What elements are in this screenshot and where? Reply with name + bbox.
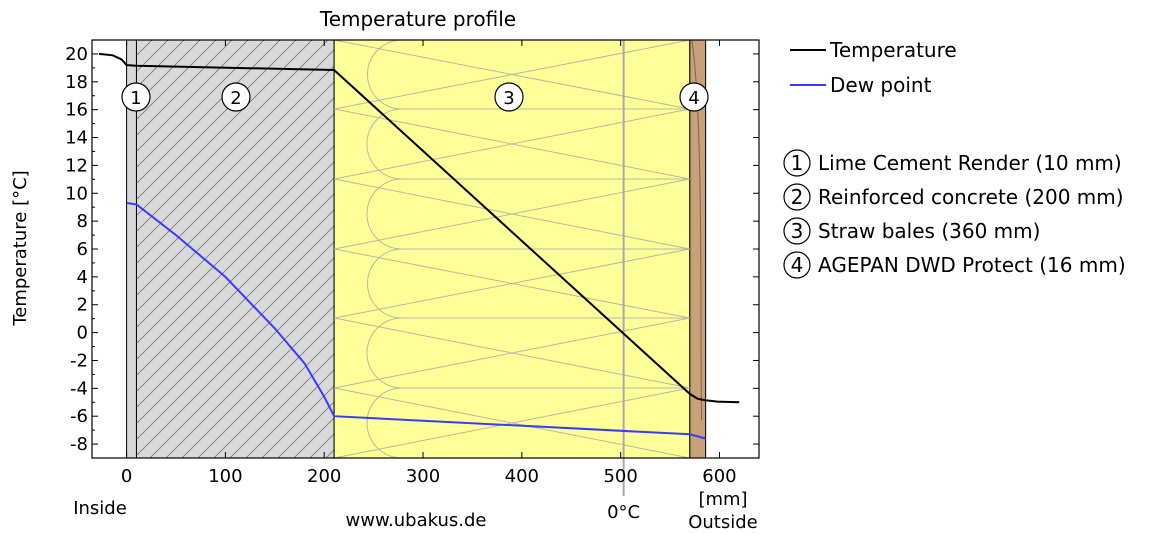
legend-label-dew-point: Dew point <box>830 73 932 97</box>
straw-line <box>333 387 690 458</box>
legend-layer-1-marker <box>783 149 811 177</box>
layer-1-band <box>126 40 137 458</box>
straw-line <box>333 108 690 180</box>
y-tick-label: 8 <box>77 211 88 232</box>
x-unit-label: [mm] <box>698 489 747 510</box>
y-tick-label: 18 <box>65 72 88 93</box>
straw-loop <box>367 248 690 319</box>
layer-3-marker <box>494 82 524 112</box>
legend-label-temperature: Temperature <box>829 38 957 62</box>
y-tick-label: 12 <box>65 155 88 176</box>
y-tick-label: 10 <box>65 183 88 204</box>
layer-4-marker <box>679 82 709 112</box>
y-tick-label: -2 <box>70 350 88 371</box>
y-tick-label: 16 <box>65 100 88 121</box>
legend-layer-4-name: AGEPAN DWD Protect (16 mm) <box>818 253 1126 277</box>
layer-2-marker <box>221 82 251 112</box>
legend-layer-3-marker <box>783 217 811 245</box>
layer-3-marker-label: 3 <box>503 88 514 109</box>
y-tick-label: -6 <box>70 406 88 427</box>
x-tick-label: 300 <box>406 466 440 487</box>
y-tick-label: 20 <box>65 44 88 65</box>
y-tick-label: 14 <box>65 128 88 149</box>
legend-layer-2-number: 2 <box>791 185 804 209</box>
x-tick-label: 0 <box>121 466 132 487</box>
layer-4-band <box>689 40 706 458</box>
legend-layer-4-number: 4 <box>791 253 804 277</box>
straw-line <box>333 317 690 389</box>
straw-line <box>334 248 690 319</box>
straw-line <box>334 40 690 110</box>
chart-title: Temperature profile <box>319 7 516 31</box>
x-tick-label: 100 <box>208 466 242 487</box>
legend-layer-3-number: 3 <box>791 219 804 243</box>
y-tick-label: 0 <box>77 323 88 344</box>
x-tick-label: 500 <box>603 466 637 487</box>
layer-4-marker-label: 4 <box>688 88 699 109</box>
straw-loop <box>366 108 690 180</box>
legend-layer-3-name: Straw bales (360 mm) <box>818 219 1040 243</box>
outside-label: Outside <box>688 512 758 533</box>
legend-layer-4-marker <box>783 251 811 279</box>
zero-degree-label: 0°C <box>607 502 640 523</box>
wood-grain <box>691 40 703 421</box>
series-temperature-line <box>98 52 740 404</box>
y-axis-label: Temperature [°C] <box>10 170 31 326</box>
straw-loop <box>367 40 690 110</box>
website-label: www.ubakus.de <box>346 510 487 531</box>
legend-layer-1-name: Lime Cement Render (10 mm) <box>818 151 1122 175</box>
x-tick-label: 200 <box>307 466 341 487</box>
layer-2-marker-label: 2 <box>230 88 241 109</box>
y-tick-label: 2 <box>77 295 88 316</box>
legend-layer-2-marker <box>783 183 811 211</box>
straw-line <box>333 178 690 250</box>
straw-loop <box>366 317 690 389</box>
inside-label: Inside <box>73 498 127 519</box>
y-tick-label: 6 <box>77 239 88 260</box>
layer-1-marker <box>121 82 151 112</box>
series-dew-point-line <box>126 202 706 440</box>
x-tick-label: 400 <box>505 466 539 487</box>
straw-loop <box>366 387 690 458</box>
legend-layer-1-number: 1 <box>791 151 804 175</box>
y-tick-label: -4 <box>70 378 88 399</box>
y-tick-label: -8 <box>70 434 88 455</box>
straw-loop <box>366 178 690 250</box>
y-tick-label: 4 <box>77 267 88 288</box>
x-tick-label: 600 <box>702 466 736 487</box>
layer-1-marker-label: 1 <box>130 88 141 109</box>
legend-layer-2-name: Reinforced concrete (200 mm) <box>818 185 1124 209</box>
